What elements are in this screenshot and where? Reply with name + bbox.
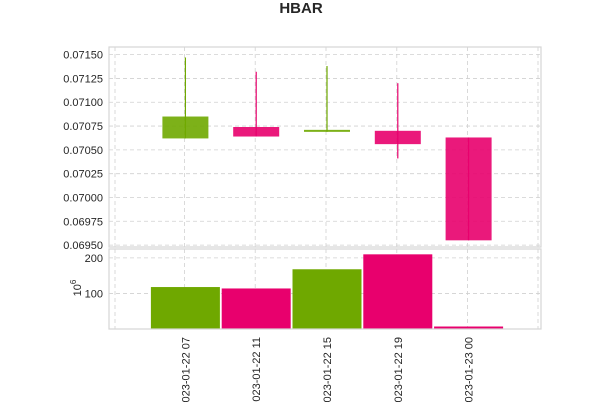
candle [304, 66, 350, 132]
price-panel-frame [108, 46, 542, 248]
candle [374, 83, 421, 159]
x-tick-label: 023-01-22 11 [251, 337, 263, 402]
volume-bar [150, 287, 220, 329]
x-tick-label: 023-01-22 07 [180, 337, 192, 402]
candle [445, 137, 492, 241]
x-tick-label: 023-01-23 00 [464, 337, 476, 402]
candle-body [304, 129, 350, 132]
chart-title: HBAR [279, 0, 322, 17]
price-y-tick: 0.07000 [63, 192, 103, 204]
volume-bars [150, 254, 504, 329]
x-tick-labels: 023-01-22 07 023-01-22 11 023-01-22 15 023-… [180, 337, 475, 402]
price-y-tick: 0.07125 [63, 73, 103, 85]
volume-bar [292, 269, 362, 329]
volume-y-tick: 200 [85, 253, 103, 265]
volume-bar [434, 326, 504, 329]
price-y-tick: 0.07025 [63, 169, 103, 181]
candle [162, 57, 209, 139]
candle [233, 71, 280, 137]
candles [162, 57, 492, 241]
candle-body [445, 137, 492, 241]
price-y-tick: 0.07150 [63, 50, 103, 62]
candle-body [374, 130, 421, 145]
volume-y-tick: 100 [85, 288, 103, 300]
price-y-tick: 0.06950 [63, 240, 103, 252]
volume-bar [363, 254, 433, 329]
x-tick-label: 023-01-22 15 [322, 337, 334, 402]
volume-y-tick-labels: 200 100 [85, 253, 103, 301]
price-y-tick: 0.07075 [63, 121, 103, 133]
candle-body [233, 127, 280, 137]
candle-body [162, 116, 209, 139]
price-y-tick: 0.07100 [63, 97, 103, 109]
x-tick-label: 023-01-22 19 [393, 337, 405, 402]
price-y-tick: 0.07050 [63, 145, 103, 157]
price-y-tick: 0.06975 [63, 216, 103, 228]
volume-exponent-label: 106 [69, 279, 84, 296]
volume-panel-frame [108, 248, 542, 330]
volume-bar [221, 288, 291, 329]
price-y-tick-labels: 0.07150 0.07125 0.07100 0.07075 0.07050 0.070… [63, 50, 103, 252]
